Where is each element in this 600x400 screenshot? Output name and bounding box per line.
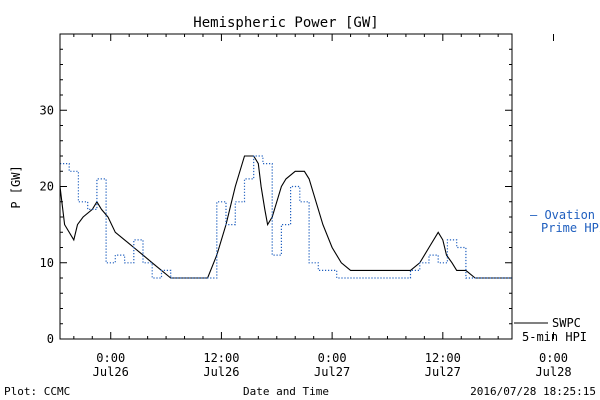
x-tick-time-label: 12:00 bbox=[425, 351, 461, 365]
x-tick-date-label: Jul27 bbox=[314, 365, 350, 379]
x-tick-date-label: Jul26 bbox=[93, 365, 129, 379]
x-tick-date-label: Jul26 bbox=[203, 365, 239, 379]
footer-timestamp: 2016/07/28 18:25:15 bbox=[470, 385, 596, 398]
y-axis-label: P [GW] bbox=[9, 165, 23, 208]
y-tick-label: 0 bbox=[47, 332, 54, 346]
swpc-hpi-line bbox=[60, 155, 512, 279]
ovation-hpi-line bbox=[60, 155, 512, 279]
chart-series bbox=[60, 155, 512, 279]
chart-title: Hemispheric Power [GW] bbox=[193, 15, 378, 31]
y-tick-label: 20 bbox=[40, 180, 54, 194]
x-tick-date-label: Jul28 bbox=[535, 365, 571, 379]
footer-x-axis-title: Date and Time bbox=[243, 385, 329, 398]
x-tick-date-label: Jul27 bbox=[425, 365, 461, 379]
y-tick-label: 30 bbox=[40, 103, 54, 117]
y-tick-label: 10 bbox=[40, 256, 54, 270]
ovation-legend-label: – Ovation bbox=[530, 208, 595, 222]
axis-ticks: 01020300:00Jul2612:00Jul260:00Jul2712:00… bbox=[40, 34, 572, 379]
x-tick-time-label: 0:00 bbox=[539, 351, 568, 365]
ovation-legend-label-2: Prime HPI bbox=[541, 221, 600, 235]
swpc-legend-label-2: 5-min HPI bbox=[522, 330, 587, 344]
x-tick-time-label: 0:00 bbox=[318, 351, 347, 365]
x-tick-time-label: 12:00 bbox=[203, 351, 239, 365]
swpc-legend-label: SWPC bbox=[552, 316, 581, 330]
footer-plot-credit: Plot: CCMC bbox=[4, 385, 70, 398]
x-tick-time-label: 0:00 bbox=[96, 351, 125, 365]
plot-frame bbox=[59, 33, 513, 340]
